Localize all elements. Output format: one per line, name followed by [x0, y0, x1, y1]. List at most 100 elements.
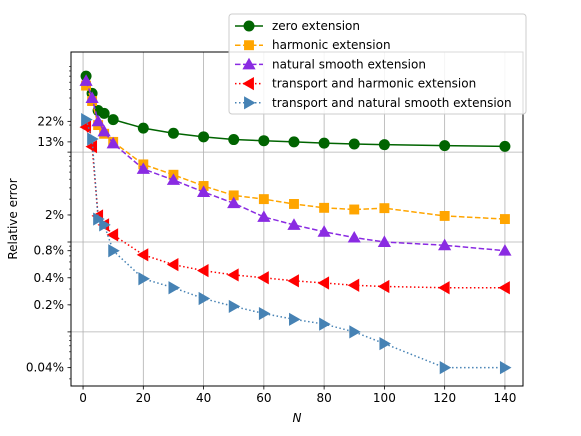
data-point	[138, 272, 150, 286]
data-point	[258, 194, 269, 205]
data-point	[498, 281, 510, 295]
data-point	[258, 135, 270, 147]
data-point	[348, 138, 360, 150]
data-point	[79, 74, 93, 86]
data-point	[137, 122, 149, 134]
data-point	[106, 136, 120, 149]
data-point	[227, 268, 239, 282]
data-point	[168, 281, 181, 295]
y-tick-label: 0.8%	[34, 244, 65, 258]
series-group	[79, 70, 512, 375]
data-point	[499, 140, 511, 152]
y-axis-label: Relative error	[6, 178, 20, 259]
data-point	[228, 299, 241, 314]
data-point	[317, 225, 331, 237]
legend-item: harmonic extension	[235, 38, 391, 52]
legend-label: transport and harmonic extension	[272, 77, 476, 91]
series	[79, 74, 512, 256]
x-tick-label: 60	[256, 391, 271, 405]
data-point	[499, 214, 510, 225]
x-tick-label: 20	[136, 391, 151, 405]
x-tick-label: 80	[316, 391, 331, 405]
data-point	[196, 185, 211, 197]
data-point	[136, 162, 150, 174]
y-tick-label: 2%	[45, 208, 64, 222]
data-point	[287, 218, 301, 230]
data-point	[289, 312, 301, 326]
x-tick-label: 100	[373, 391, 396, 405]
legend-label: natural smooth extension	[272, 57, 426, 71]
data-point	[349, 325, 361, 339]
data-point	[81, 113, 93, 127]
legend: zero extension harmonic extension natural …	[228, 13, 527, 115]
legend-box	[228, 13, 527, 115]
x-axis-label: N	[293, 411, 302, 425]
data-point	[439, 361, 452, 375]
data-point	[257, 210, 271, 222]
data-point	[438, 238, 452, 251]
y-tick-label: 13%	[37, 135, 64, 149]
legend-item: transport and natural smooth extension	[235, 96, 512, 110]
data-point	[167, 127, 179, 139]
data-point	[228, 134, 240, 146]
data-point	[243, 20, 255, 32]
data-point	[377, 235, 391, 247]
data-point	[288, 136, 300, 148]
axis-ticks: 0 20 40 60 80 100 120 140 22% 13% 2% 0.8% 0.4% 0.2% 0.…	[26, 66, 516, 405]
x-tick-label: 140	[493, 391, 516, 405]
data-point	[106, 228, 119, 242]
x-tick-label: 120	[433, 391, 456, 405]
y-tick-label: 22%	[37, 114, 64, 128]
data-point	[244, 40, 254, 51]
data-point	[227, 196, 241, 209]
data-point	[318, 137, 330, 149]
data-point	[98, 107, 110, 119]
data-point	[108, 244, 120, 258]
data-point	[244, 96, 256, 110]
data-point	[438, 281, 450, 295]
data-point	[317, 276, 330, 290]
data-point	[93, 212, 105, 226]
series-line	[85, 126, 505, 289]
series	[81, 113, 512, 375]
data-point	[378, 139, 390, 151]
data-point	[289, 199, 299, 209]
data-point	[198, 291, 211, 306]
legend-label: transport and natural smooth extension	[272, 96, 512, 110]
data-point	[196, 264, 209, 278]
y-tick-label: 0.2%	[34, 298, 65, 312]
legend-label: zero extension	[272, 19, 360, 33]
data-point	[228, 190, 239, 201]
data-point	[349, 204, 360, 215]
x-tick-label: 40	[196, 391, 211, 405]
data-point	[87, 132, 99, 146]
data-point	[498, 244, 512, 256]
data-point	[242, 77, 254, 91]
data-point	[379, 337, 391, 351]
x-tick-label: 0	[79, 391, 87, 405]
data-point	[85, 91, 99, 103]
data-point	[166, 173, 181, 185]
legend-label: harmonic extension	[272, 38, 391, 52]
data-point	[258, 306, 271, 321]
series	[80, 70, 511, 152]
legend-item: transport and harmonic extension	[235, 77, 476, 91]
data-point	[198, 131, 210, 143]
data-point	[287, 274, 299, 288]
data-point	[91, 114, 105, 127]
data-point	[347, 278, 360, 292]
data-point	[319, 202, 330, 213]
data-point	[257, 271, 269, 285]
data-point	[242, 57, 256, 70]
y-tick-label: 0.04%	[26, 361, 64, 375]
data-point	[347, 230, 361, 243]
data-point	[136, 248, 149, 262]
data-point	[379, 203, 390, 214]
data-point	[499, 361, 512, 375]
data-point	[439, 210, 450, 221]
data-point	[107, 114, 119, 126]
data-point	[99, 218, 111, 232]
series-line	[85, 80, 505, 252]
legend-item: zero extension	[235, 19, 360, 33]
